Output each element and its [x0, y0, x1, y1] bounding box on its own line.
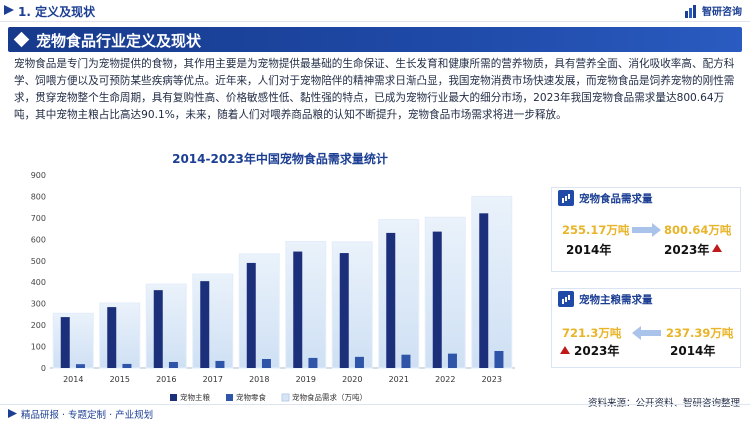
- bar-snack: [75, 364, 85, 368]
- chart-title: 2014-2023年中国宠物食品需求量统计: [172, 152, 388, 166]
- from-year: 2014年: [566, 243, 612, 257]
- bar-snack: [215, 360, 225, 368]
- x-tick-label: 2019: [296, 375, 316, 384]
- legend-label: 宠物零食: [236, 392, 266, 402]
- y-tick-label: 300: [31, 300, 46, 309]
- bar-snack: [308, 357, 318, 368]
- y-tick-label: 500: [31, 257, 46, 266]
- x-tick-label: 2016: [156, 375, 176, 384]
- bar-chart-icon: [558, 291, 574, 307]
- bar-total: [192, 273, 234, 369]
- bar-snack: [122, 363, 132, 368]
- bar-staple: [479, 213, 489, 368]
- x-tick-label: 2015: [110, 375, 130, 384]
- x-tick-label: 2018: [249, 375, 269, 384]
- bar-staple: [293, 251, 303, 368]
- bar-snack: [447, 353, 457, 368]
- y-tick-label: 400: [31, 278, 46, 287]
- to-year: 2023年: [664, 243, 710, 257]
- bar-total: [285, 240, 327, 369]
- x-tick-label: 2023: [482, 375, 502, 384]
- x-tick-label: 2022: [435, 375, 455, 384]
- x-tick-label: 2017: [203, 375, 223, 384]
- from-value: 255.17万吨: [562, 223, 630, 237]
- up-arrow-icon: [560, 346, 570, 354]
- bar-total: [331, 241, 373, 369]
- source-note: 资料来源：公开资料、智研咨询整理: [587, 398, 740, 409]
- from-value: 721.3万吨: [562, 326, 622, 340]
- panel-food-demand: 宠物食品需求量 255.17万吨 2014年 800.64万吨 2023年: [551, 187, 741, 272]
- bar-snack: [168, 361, 178, 368]
- top-bar: 1. 定义及现状 智研咨询: [0, 0, 750, 22]
- logo-text: 智研咨询: [702, 7, 742, 18]
- title-banner: 宠物食品行业定义及现状: [8, 27, 742, 52]
- bar-total: [145, 283, 187, 369]
- x-tick-label: 2020: [342, 375, 362, 384]
- bar-staple: [107, 307, 117, 368]
- bar-total: [378, 219, 420, 369]
- bar-total: [52, 312, 94, 369]
- to-year: 2014年: [670, 344, 716, 358]
- bar-staple: [60, 317, 70, 368]
- bar-staple: [432, 231, 442, 368]
- y-tick-label: 200: [31, 321, 46, 330]
- bottom-bar: 精品研报 · 专题定制 · 产业规划: [0, 404, 750, 421]
- bar-chart-icon: [558, 190, 574, 206]
- intro-paragraph: 宠物食品是专门为宠物提供的食物，其作用主要是为宠物提供最基础的生命保证、生长发育…: [14, 58, 735, 121]
- panel-title: 宠物食品需求量: [579, 192, 653, 205]
- bar-total: [99, 302, 141, 369]
- bar-total: [471, 195, 513, 369]
- legend-swatch: [170, 394, 177, 401]
- bar-total: [424, 216, 466, 369]
- page-title: 宠物食品行业定义及现状: [36, 32, 202, 50]
- bar-total: [238, 253, 280, 369]
- bar-snack: [494, 350, 504, 368]
- bar-staple: [386, 232, 396, 368]
- bar-staple: [153, 290, 163, 368]
- up-arrow-icon: [712, 244, 722, 252]
- y-tick-label: 800: [31, 192, 46, 201]
- bar-staple: [339, 253, 349, 368]
- bar-snack: [261, 358, 271, 368]
- arrow-left-icon: [632, 326, 661, 340]
- legend-swatch: [281, 393, 290, 402]
- y-tick-label: 600: [31, 235, 46, 244]
- logo-icon: [685, 4, 696, 18]
- legend-label: 宠物主粮: [180, 392, 210, 402]
- brand-logo: 智研咨询: [685, 3, 742, 18]
- panel-header: 宠物主粮需求量: [552, 289, 740, 309]
- bar-staple: [246, 262, 256, 368]
- bar-snack: [401, 354, 411, 368]
- to-value: 237.39万吨: [666, 326, 734, 340]
- legend-label: 宠物食品需求（万吨）: [292, 392, 367, 402]
- legend-swatch: [226, 394, 233, 401]
- section-marker-icon: [4, 5, 14, 15]
- y-tick-label: 700: [31, 214, 46, 223]
- panel-title: 宠物主粮需求量: [579, 293, 653, 306]
- diamond-icon: [13, 31, 30, 48]
- y-tick-label: 100: [31, 343, 46, 352]
- y-tick-label: 900: [31, 171, 46, 180]
- y-tick-label: 0: [41, 364, 46, 373]
- footer-marker-icon: [8, 409, 17, 418]
- bar-snack: [354, 356, 364, 368]
- panel-header: 宠物食品需求量: [552, 188, 740, 208]
- x-tick-label: 2021: [389, 375, 409, 384]
- demand-bar-chart: 0 100 200 300 400 500 600 700 800 900 2014 2015 2016…: [31, 171, 515, 402]
- section-title: 1. 定义及现状: [18, 5, 96, 19]
- bar-staple: [200, 281, 210, 368]
- footer-tagline: 精品研报 · 专题定制 · 产业规划: [21, 410, 154, 421]
- from-year: 2023年: [574, 344, 620, 358]
- x-tick-label: 2014: [63, 375, 83, 384]
- to-value: 800.64万吨: [664, 223, 732, 237]
- arrow-right-icon: [632, 223, 661, 237]
- panel-staple-demand: 宠物主粮需求量 721.3万吨 2023年 237.39万吨 2014年: [551, 288, 741, 368]
